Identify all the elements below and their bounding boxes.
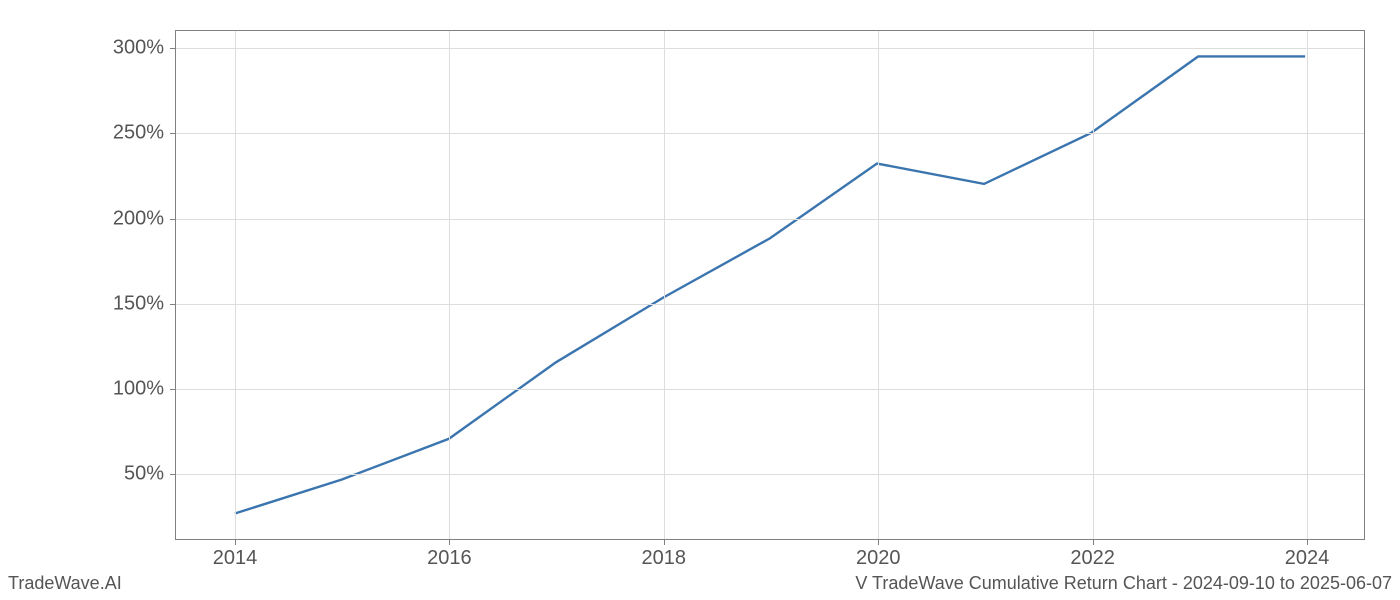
x-tick-label: 2016 <box>427 547 472 570</box>
x-tick-mark <box>878 539 879 545</box>
y-tick-mark <box>170 474 176 475</box>
x-tick-mark <box>1093 539 1094 545</box>
x-tick-mark <box>1307 539 1308 545</box>
footer-left-text: TradeWave.AI <box>8 573 122 594</box>
y-tick-label: 250% <box>113 122 164 145</box>
x-tick-label: 2024 <box>1285 547 1330 570</box>
y-tick-label: 50% <box>124 463 164 486</box>
grid-line-vertical <box>449 31 450 539</box>
grid-line-vertical <box>235 31 236 539</box>
y-tick-mark <box>170 133 176 134</box>
plot-area: 20142016201820202022202450%100%150%200%2… <box>175 30 1365 540</box>
x-tick-label: 2020 <box>856 547 901 570</box>
y-tick-label: 200% <box>113 207 164 230</box>
grid-line-horizontal <box>176 389 1364 390</box>
grid-line-horizontal <box>176 133 1364 134</box>
y-tick-mark <box>170 389 176 390</box>
x-tick-mark <box>235 539 236 545</box>
grid-line-horizontal <box>176 48 1364 49</box>
grid-line-horizontal <box>176 304 1364 305</box>
y-tick-label: 300% <box>113 37 164 60</box>
grid-line-vertical <box>664 31 665 539</box>
y-tick-label: 100% <box>113 378 164 401</box>
y-tick-label: 150% <box>113 292 164 315</box>
footer-right-text: V TradeWave Cumulative Return Chart - 20… <box>855 573 1392 594</box>
grid-line-vertical <box>878 31 879 539</box>
grid-line-horizontal <box>176 474 1364 475</box>
y-tick-mark <box>170 304 176 305</box>
grid-line-vertical <box>1307 31 1308 539</box>
x-tick-label: 2018 <box>642 547 687 570</box>
x-tick-mark <box>664 539 665 545</box>
chart-container: 20142016201820202022202450%100%150%200%2… <box>175 30 1365 540</box>
y-tick-mark <box>170 48 176 49</box>
line-chart-svg <box>176 31 1364 539</box>
grid-line-horizontal <box>176 219 1364 220</box>
x-tick-mark <box>449 539 450 545</box>
x-tick-label: 2014 <box>213 547 258 570</box>
x-tick-label: 2022 <box>1070 547 1115 570</box>
y-tick-mark <box>170 219 176 220</box>
grid-line-vertical <box>1093 31 1094 539</box>
